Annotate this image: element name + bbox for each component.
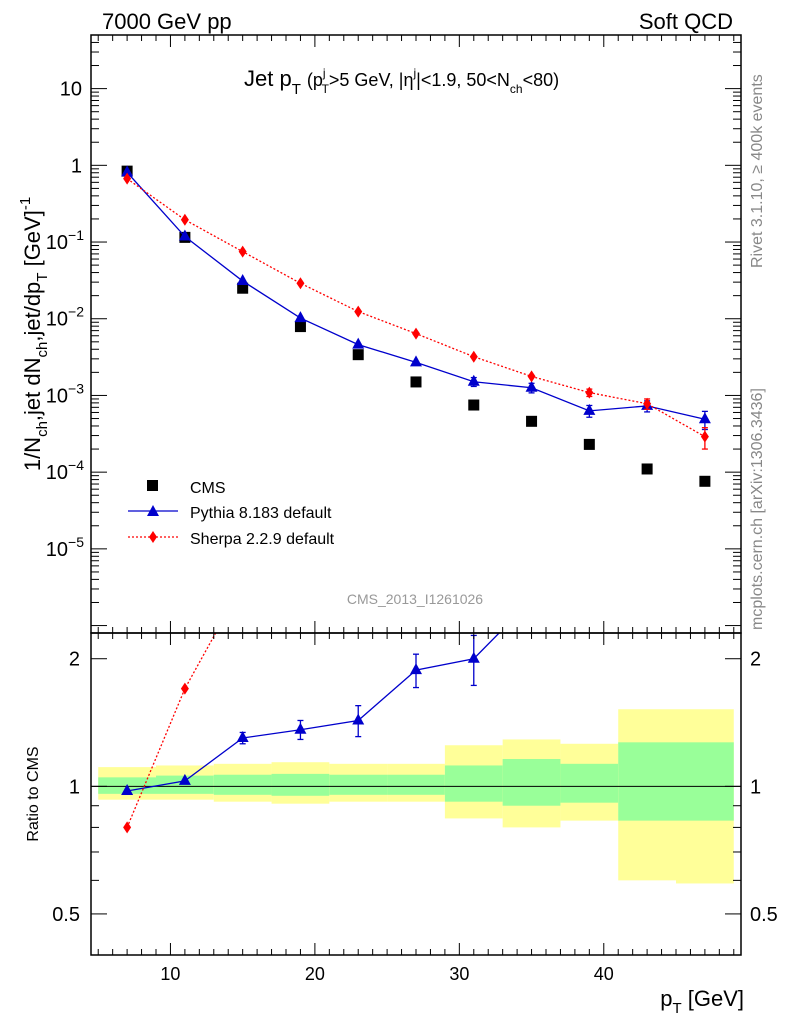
rivet-label: Rivet 3.1.10, ≥ 400k events <box>749 74 766 268</box>
ratio-sherpa-point-1 <box>180 682 189 695</box>
main-cms-point-8 <box>583 438 595 450</box>
ratio-pythia-point-6 <box>467 651 480 663</box>
legend-cms-marker <box>147 480 158 491</box>
ratio-uncertainty-bands <box>98 709 734 884</box>
ratio-sherpa-point-2 <box>239 578 247 590</box>
main-sherpa-point-8 <box>585 386 594 399</box>
ratio-y-tick-label-left-2: 2 <box>69 649 80 671</box>
main-series-layer <box>121 165 711 487</box>
ratio-pythia-point-2 <box>236 731 249 743</box>
ratio-band-inner-7 <box>502 759 561 806</box>
main-y-tick-label-2: 10−1 <box>46 227 84 254</box>
main-y-tick-label-6: 10−5 <box>46 534 84 561</box>
main-cms-point-2 <box>237 282 249 294</box>
main-sherpa-point-9 <box>643 397 652 410</box>
legend-sherpa-label: Sherpa 2.2.9 default <box>190 531 335 548</box>
main-pythia-point-10 <box>698 412 711 424</box>
main-y-tick-label-3: 10−2 <box>46 304 84 331</box>
ratio-y-tick-label-left-1: 1 <box>69 776 80 798</box>
ratio-band-inner-9 <box>618 742 676 821</box>
main-sherpa-point-3 <box>296 277 305 290</box>
main-pythia-point-7 <box>525 380 538 392</box>
main-cms-point-7 <box>526 415 538 427</box>
energy-label: 7000 GeV pp <box>102 9 232 34</box>
analysis-watermark: CMS_2013_I1261026 <box>347 591 483 607</box>
main-pythia-point-5 <box>410 355 422 367</box>
main-pythia-point-8 <box>583 403 596 415</box>
main-y-axis-label: 1/Nch,jet dNch,jet/dpT [GeV]-1 <box>17 197 51 471</box>
x-tick-label-20: 20 <box>305 964 325 984</box>
x-axis-label: pT [GeV] <box>660 986 744 1017</box>
legend-sherpa-marker <box>149 531 157 543</box>
ratio-band-inner-10 <box>676 742 734 821</box>
ratio-y-tick-label-right-0.5: 0.5 <box>750 904 778 926</box>
ratio-sherpa-point-0 <box>123 821 132 834</box>
ratio-band-inner-8 <box>560 763 619 803</box>
main-sherpa-line <box>126 178 706 438</box>
ratio-band-inner-3 <box>271 773 330 796</box>
legend: CMS Pythia 8.183 default Sherpa 2.2.9 de… <box>128 480 335 548</box>
main-y-tick-label-5: 10−4 <box>46 457 84 484</box>
ratio-y-axis-label: Ratio to CMS <box>25 746 42 841</box>
x-tick-label-30: 30 <box>449 964 469 984</box>
legend-pythia-marker <box>147 505 159 516</box>
main-cms-point-10 <box>699 475 711 487</box>
ratio-band-inner-2 <box>213 774 272 795</box>
main-cms-point-3 <box>294 321 306 333</box>
source-label: mcplots.cern.ch [arXiv:1306.3436] <box>749 388 766 630</box>
main-y-tick-label-4: 10−3 <box>46 380 84 407</box>
main-pythia-point-4 <box>352 337 365 349</box>
main-y-tick-label-1: 1 <box>71 155 82 177</box>
legend-pythia-label: Pythia 8.183 default <box>190 505 332 522</box>
main-sherpa-point-1 <box>180 213 189 226</box>
ratio-pythia-point-0 <box>121 783 134 795</box>
ratio-pythia-point-1 <box>178 773 191 785</box>
main-pythia-point-1 <box>178 229 191 241</box>
main-sherpa-point-7 <box>527 370 536 383</box>
x-tick-label-10: 10 <box>160 964 180 984</box>
main-cms-point-4 <box>352 349 364 361</box>
ratio-series-layer <box>121 578 538 834</box>
ratio-pythia-point-4 <box>352 713 365 725</box>
ratio-band-inner-5 <box>387 774 445 795</box>
ratio-pythia-point-7 <box>526 593 538 604</box>
x-tick-label-40: 40 <box>594 964 614 984</box>
main-pythia-point-0 <box>121 165 134 177</box>
ratio-pythia-point-3 <box>294 722 307 734</box>
main-sherpa-point-6 <box>469 350 478 363</box>
legend-cms-label: CMS <box>190 480 226 497</box>
soft-qcd-label: Soft QCD <box>639 9 733 34</box>
ratio-frame <box>90 632 742 956</box>
main-title: Jet pT (pj T>5 GeV, |ηj|<1.9, 50<Nch<80) <box>244 66 559 98</box>
main-pythia-point-2 <box>236 274 249 286</box>
main-sherpa-point-0 <box>123 172 132 185</box>
main-cms-point-9 <box>641 463 653 475</box>
main-pythia-point-6 <box>467 374 480 386</box>
main-cms-point-5 <box>410 376 422 388</box>
ratio-pythia-line <box>126 633 501 792</box>
ratio-y-tick-label-left-0.5: 0.5 <box>52 904 80 926</box>
main-sherpa-point-2 <box>238 245 247 258</box>
axes-ticks: 10 20 30 40 10 1 10−1 10−2 10−3 10−4 10−5 0.5 0.5 1 1 2… <box>46 34 778 984</box>
ratio-y-tick-label-right-1: 1 <box>750 776 761 798</box>
main-sherpa-point-5 <box>412 327 420 340</box>
ratio-band-inner-6 <box>444 765 503 802</box>
main-sherpa-point-10 <box>700 430 709 443</box>
main-sherpa-point-4 <box>354 305 363 318</box>
main-y-tick-label-0: 10 <box>60 79 82 101</box>
main-cms-point-6 <box>468 399 480 411</box>
ratio-band-inner-4 <box>329 774 388 795</box>
ratio-y-tick-label-right-2: 2 <box>750 649 761 671</box>
ratio-pythia-point-5 <box>410 663 422 675</box>
main-pythia-point-3 <box>294 311 307 323</box>
